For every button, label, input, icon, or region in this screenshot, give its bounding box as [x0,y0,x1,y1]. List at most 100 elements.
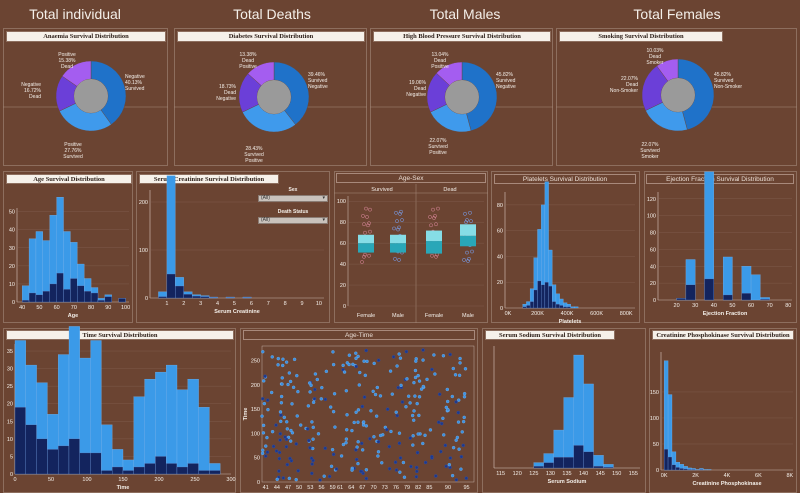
data-point [312,397,317,401]
x-tick-label: 140 [579,471,588,477]
x-tick-label: Male [462,313,474,319]
y-axis-title: Time [243,408,249,421]
data-point [393,460,398,464]
data-point [448,352,452,357]
dead-bar [63,289,71,303]
data-point [454,438,458,442]
data-point [455,435,460,440]
data-point [429,223,433,228]
data-point [380,461,384,465]
dead-bar [603,466,614,469]
creat-panel [136,171,330,323]
dead-bar [112,466,124,475]
x-axis-title: Serum Creatinine [214,309,260,315]
survived-bar [22,285,30,303]
chevron-down-icon: ▾ [322,195,325,201]
data-point [316,432,321,436]
x-tick-label: 4K [724,473,731,479]
creatinine-histogram: 0 100 200 1 2 3 4 5 6 7 8 9 10 Serum Creatinine [139,175,324,315]
data-point [344,389,349,393]
x-tick-label: 200K [531,311,544,317]
y-tick-label: 150 [650,390,659,396]
dead-bar [155,456,167,475]
cpk-title: Creatinine Phosphokinase Survival Distri… [652,330,794,340]
x-tick-label: 90 [105,305,111,311]
donut-label: 40.13% [125,80,143,86]
data-point [405,377,409,381]
data-point [271,444,276,449]
data-point [313,387,317,392]
donut-label: Positive [64,142,82,148]
dead-bar [28,292,37,303]
donut-label: Dead [29,94,41,100]
data-point [390,392,394,396]
death-filter-dropdown[interactable]: (All) ▾ [258,217,328,224]
data-point [397,258,401,262]
data-point [261,397,265,401]
x-axis-title: Age [68,313,78,319]
data-point [464,220,468,225]
x-tick-label: 85 [426,485,432,491]
dead-bar [555,303,560,309]
data-point [428,428,433,432]
data-point [367,221,371,226]
data-point [298,423,303,427]
data-point [458,361,462,365]
data-point [439,449,443,454]
data-point [306,404,311,408]
dead-bar [200,296,210,299]
sex-filter-dropdown[interactable]: (All) ▾ [258,195,328,202]
dead-bar [192,295,201,299]
data-point [423,460,428,465]
dead-bar [583,451,594,469]
x-tick-label: Female [425,313,443,319]
box-upper [358,234,374,244]
dead-bar [56,272,64,303]
donut-label: Negative [496,84,516,90]
data-point [284,445,289,449]
data-point [354,351,358,355]
x-axis-title: Creatinine Phosphokinase [692,481,761,487]
dead-bar [566,306,571,309]
data-point [440,421,444,426]
data-point [397,441,402,445]
box-lower [358,243,374,253]
data-point [376,450,381,454]
data-point [392,226,396,231]
x-tick-label: Female [357,313,375,319]
data-point [395,364,399,368]
data-point [281,357,285,361]
data-point [345,428,349,432]
agetime-title: Age-Time [243,330,475,340]
donut-label: Negative [308,84,328,90]
data-point [360,404,365,409]
dead-bar [104,296,112,303]
y-tick-label: 35 [7,349,13,355]
plot-area [261,345,475,483]
dead-bar [741,293,752,301]
data-point [400,400,405,404]
dead-bar [79,452,91,475]
kpi-total-deaths: Total Deaths [233,6,311,22]
data-point [376,454,380,458]
data-point [395,219,399,223]
y-tick-label: 60 [497,229,503,235]
survived-bar [101,424,113,475]
data-point [465,250,469,255]
data-point [296,389,300,394]
x-tick-label: 80 [88,305,94,311]
x-tick-label: 400K [561,311,574,317]
data-point [356,440,360,444]
data-point [374,414,379,418]
data-point [464,476,468,480]
data-point [416,432,420,436]
time-title: Time Survival Distribution [6,330,234,340]
data-point [430,367,434,372]
donut-label: Positive [58,52,76,58]
data-point [459,467,463,471]
data-point [441,354,446,358]
data-point [330,447,335,452]
dead-bar [563,306,568,309]
data-point [385,407,390,411]
